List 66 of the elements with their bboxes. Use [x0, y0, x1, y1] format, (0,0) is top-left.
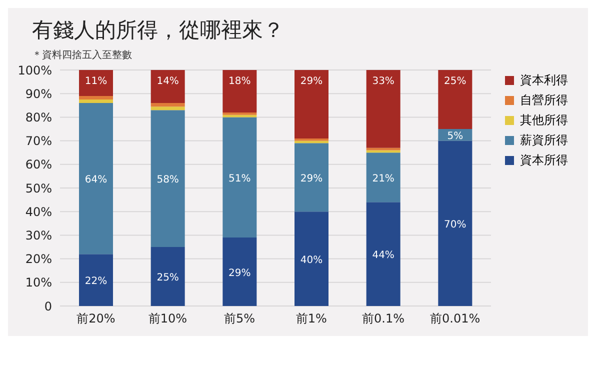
y-tick-label: 0 [44, 299, 52, 314]
data-label: 5% [447, 130, 464, 142]
legend-label: 資本所得 [520, 152, 568, 169]
bar [150, 110, 185, 247]
bar [438, 140, 472, 306]
data-label: 40% [300, 254, 323, 266]
bar [222, 70, 257, 112]
bar [79, 254, 113, 306]
data-label: 25% [156, 272, 179, 284]
x-tick-label: 前20% [76, 312, 116, 326]
y-tick-label: 70% [25, 134, 52, 148]
legend-label: 資本利得 [520, 72, 568, 89]
y-tick-label: 80% [25, 110, 52, 124]
data-label: 25% [444, 76, 466, 87]
chart-subtitle: ＊資料四捨五入至整數 [31, 48, 133, 62]
y-tick-label: 90% [25, 86, 52, 101]
x-tick-label: 前0.1% [362, 312, 404, 326]
x-tick-label: 前10% [148, 312, 188, 326]
legend-label: 自營所得 [520, 92, 568, 109]
legend-label: 其他所得 [520, 112, 568, 129]
bar [366, 152, 400, 202]
data-label: 14% [156, 76, 179, 87]
y-tick-label: 50% [25, 181, 52, 196]
data-label: 64% [84, 174, 108, 186]
data-label: 33% [372, 76, 394, 87]
y-tick-label: 10% [25, 276, 52, 290]
data-label: 29% [228, 268, 251, 279]
data-label: 11% [84, 76, 108, 87]
bar [294, 70, 328, 138]
data-label: 58% [156, 174, 179, 186]
bar [294, 143, 328, 212]
y-tick-label: 60% [25, 158, 52, 172]
data-label: 44% [372, 250, 394, 262]
bar [79, 96, 113, 100]
data-label: 18% [228, 76, 251, 87]
legend-label: 薪資所得 [520, 132, 568, 149]
bar [366, 150, 400, 153]
bar [294, 212, 328, 306]
data-label: 29% [300, 76, 323, 87]
data-label: 70% [444, 219, 466, 230]
bar [79, 70, 113, 96]
bar [79, 103, 113, 254]
bar [150, 106, 185, 110]
bar [438, 70, 472, 129]
data-label: 21% [372, 173, 394, 184]
bar [150, 70, 185, 104]
bar [150, 103, 185, 107]
bar [222, 238, 257, 306]
bar [222, 117, 257, 238]
bar [366, 202, 400, 306]
y-tick-label: 20% [25, 252, 52, 266]
bar [294, 138, 328, 141]
y-tick-label: 100% [18, 63, 52, 78]
data-label: 51% [228, 173, 251, 184]
x-tick-label: 前0.01% [430, 312, 480, 326]
bar [79, 100, 113, 104]
x-tick-label: 前1% [296, 312, 327, 326]
bar [150, 247, 185, 306]
y-tick-label: 40% [25, 204, 52, 219]
data-label: 22% [84, 276, 108, 288]
bar [366, 70, 400, 148]
y-tick-label: 30% [25, 228, 52, 242]
chart-title: 有錢人的所得，從哪裡來？ [31, 17, 285, 44]
bar [222, 112, 257, 115]
data-label: 29% [300, 173, 323, 184]
x-tick-label: 前5% [224, 312, 256, 326]
